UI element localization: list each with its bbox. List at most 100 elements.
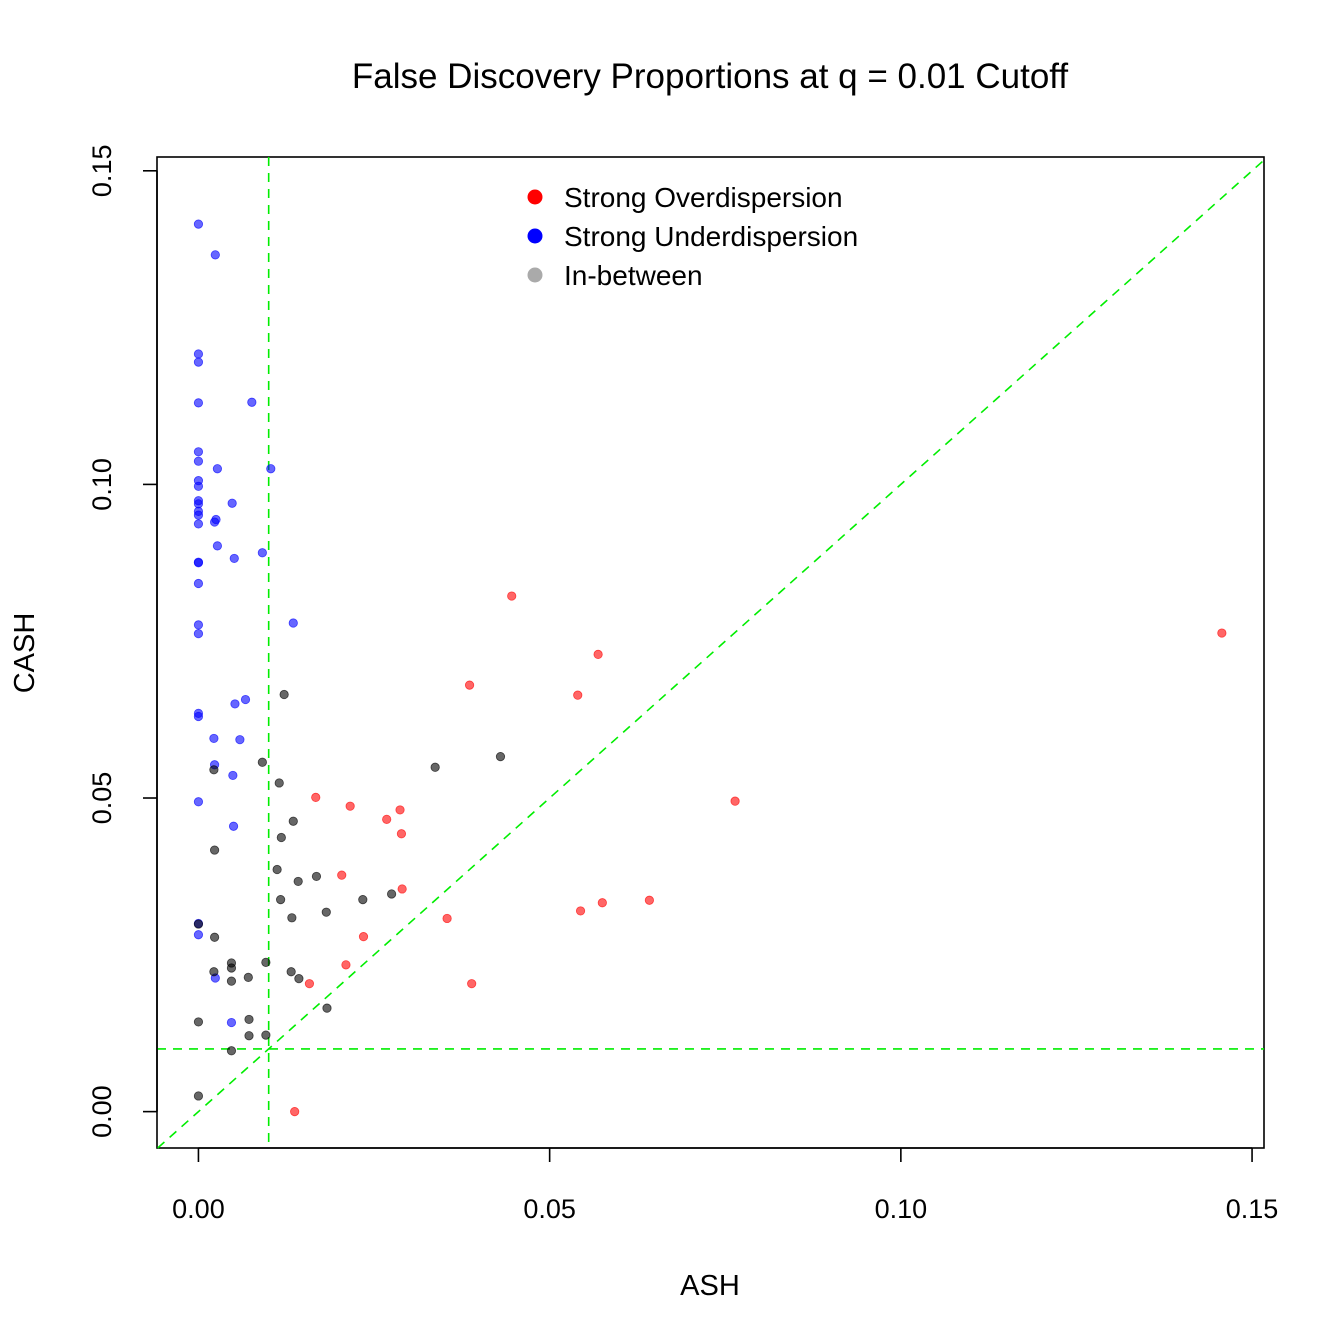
data-point	[573, 690, 583, 700]
legend-label: In-between	[564, 260, 703, 291]
y-tick-label: 0.05	[87, 772, 117, 825]
data-point	[230, 699, 240, 709]
data-point	[286, 967, 296, 977]
reference-line-diagonal	[157, 159, 1265, 1149]
data-point	[266, 464, 276, 474]
data-point	[311, 792, 321, 802]
data-point	[257, 757, 267, 767]
data-point	[193, 1091, 204, 1101]
plot-frame	[156, 156, 1265, 1149]
x-axis: 0.00 0.05 0.10 0.15	[172, 1147, 1279, 1224]
data-point	[272, 864, 282, 875]
data-point	[276, 895, 286, 905]
data-point	[442, 913, 452, 924]
data-point	[212, 464, 223, 474]
data-point	[337, 870, 347, 880]
data-point	[382, 814, 392, 824]
data-point	[464, 680, 475, 690]
data-point	[279, 689, 289, 700]
data-point	[257, 548, 267, 558]
data-point	[287, 913, 297, 923]
x-tick-label: 0.15	[1226, 1194, 1279, 1224]
data-point	[193, 930, 204, 940]
chart-title: False Discovery Proportions at q = 0.01 …	[352, 57, 1069, 96]
series-1	[290, 591, 1227, 1117]
legend-marker	[527, 189, 543, 205]
data-point	[193, 357, 204, 367]
data-point	[228, 821, 239, 831]
data-point	[193, 398, 204, 408]
data-point	[193, 629, 204, 639]
data-point	[1217, 628, 1227, 638]
data-point	[193, 481, 204, 491]
data-point	[193, 620, 204, 630]
x-tick-label: 0.00	[172, 1194, 225, 1224]
y-tick-label: 0.00	[87, 1085, 117, 1138]
data-point	[322, 1003, 332, 1013]
legend-marker	[527, 267, 543, 283]
legend: Strong Overdispersion Strong Underdispers…	[527, 182, 858, 291]
y-axis-label: CASH	[9, 613, 41, 694]
y-tick-label: 0.10	[87, 458, 117, 511]
data-point	[212, 541, 223, 551]
data-point	[209, 733, 219, 744]
data-point	[193, 1017, 204, 1027]
legend-label: Strong Overdispersion	[564, 182, 843, 213]
data-point	[209, 765, 219, 775]
data-point	[228, 770, 238, 781]
data-point	[358, 932, 369, 942]
y-axis: 0.00 0.05 0.10 0.15	[87, 145, 158, 1138]
data-point	[387, 889, 397, 899]
data-point	[226, 1017, 237, 1028]
data-point	[730, 796, 740, 806]
legend-label: Strong Underdispersion	[564, 221, 858, 252]
data-points	[193, 219, 1227, 1117]
data-point	[193, 219, 204, 229]
data-point	[341, 960, 351, 970]
data-point	[193, 578, 204, 589]
data-point	[397, 884, 407, 894]
data-point	[227, 498, 237, 508]
data-point	[311, 871, 322, 882]
data-point	[240, 694, 251, 705]
data-point	[209, 845, 220, 855]
data-point	[495, 752, 506, 762]
legend-marker	[527, 228, 543, 244]
data-point	[293, 876, 303, 887]
data-point	[247, 397, 257, 407]
y-tick-label: 0.15	[87, 145, 117, 198]
data-point	[597, 898, 607, 908]
data-point	[193, 919, 204, 929]
series-3	[193, 689, 506, 1101]
data-point	[193, 519, 204, 529]
x-tick-label: 0.10	[875, 1194, 928, 1224]
data-point	[193, 510, 204, 520]
data-point	[235, 735, 245, 745]
data-point	[358, 895, 368, 905]
data-point	[467, 979, 477, 989]
data-point	[261, 957, 271, 967]
data-point	[276, 832, 286, 843]
data-point	[193, 447, 204, 457]
data-point	[229, 553, 239, 564]
data-point	[288, 816, 298, 826]
x-axis-label: ASH	[680, 1270, 740, 1302]
data-point	[209, 967, 219, 977]
data-point	[290, 1107, 300, 1117]
data-point	[288, 618, 298, 628]
data-point	[274, 778, 284, 788]
data-point	[507, 591, 517, 601]
data-point	[644, 895, 654, 905]
data-point	[304, 979, 315, 989]
data-point	[243, 972, 253, 982]
data-point	[345, 801, 355, 811]
data-point	[396, 829, 407, 839]
data-point	[321, 907, 331, 917]
data-point	[210, 250, 220, 260]
data-point	[209, 932, 220, 942]
data-point	[193, 797, 204, 807]
data-point	[226, 963, 237, 973]
reference-lines	[157, 157, 1265, 1149]
data-point	[209, 517, 220, 527]
